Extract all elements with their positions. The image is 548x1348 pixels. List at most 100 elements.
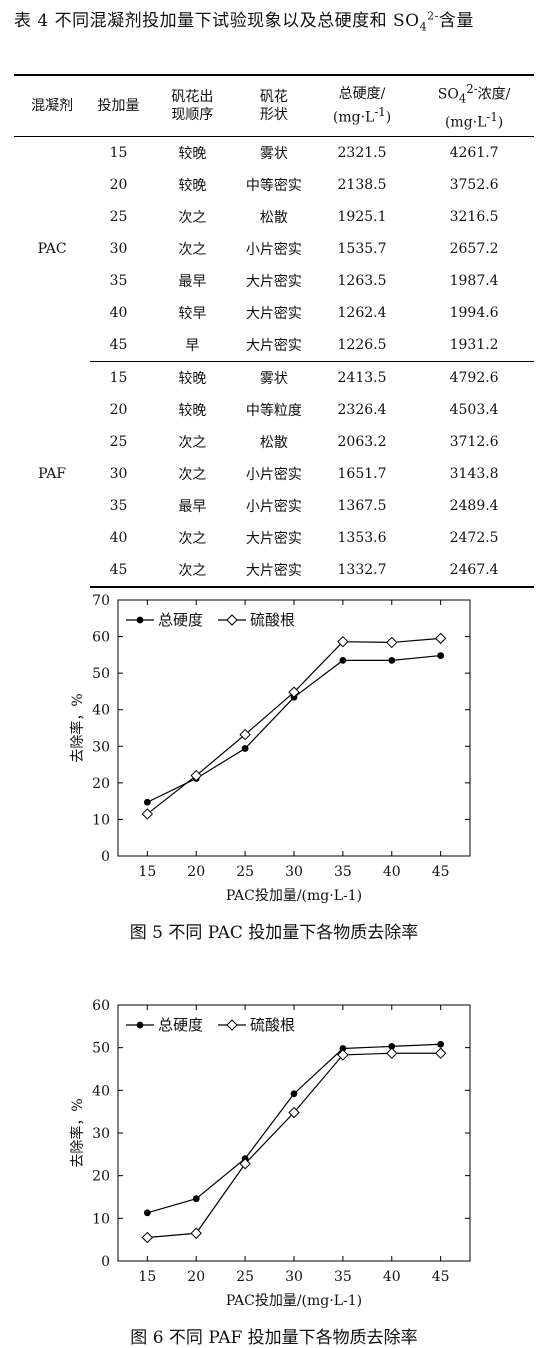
cell-dose: 15 [109, 370, 128, 386]
series-line-1 [147, 1052, 441, 1239]
cell-sulfate: 4503.4 [449, 402, 499, 418]
cell-dose: 40 [109, 530, 128, 546]
table-row: 45 次之 大片密实 1332.7 2467.4 [14, 554, 534, 588]
legend-marker-sulfate [226, 1019, 238, 1031]
figure-5-caption: 图 5 不同 PAC 投加量下各物质去除率 [129, 923, 419, 943]
x-tick-label: 45 [432, 864, 450, 880]
data-table: 混凝剂 投加量 矾花出 现顺序 矾花 形状 总硬度/(mg·L-1) SO42-浓度… [14, 74, 534, 588]
table-row: 30 次之 小片密实 1535.7 2657.2 [14, 233, 534, 265]
data-point-hardness [143, 1209, 151, 1217]
x-tick-label: 30 [285, 864, 303, 880]
cell-sulfate: 3143.8 [449, 466, 499, 482]
cell-dose: 20 [109, 177, 128, 193]
legend-label-hardness: 总硬度 [158, 1016, 203, 1034]
series-line-1 [146, 637, 441, 815]
y-tick-label: 50 [92, 1041, 110, 1057]
data-point-sulfate [434, 632, 447, 645]
x-tick-label: 30 [285, 1269, 303, 1285]
x-tick-label: 20 [187, 1269, 205, 1285]
cell-sulfate: 4261.7 [449, 145, 499, 161]
x-tick-label: 15 [138, 1269, 156, 1285]
cell-floc-order: 最早 [178, 499, 207, 515]
legend-marker-sulfate [226, 614, 238, 626]
data-point-sulfate [190, 1227, 202, 1239]
cell-floc-order: 早 [146, 329, 238, 362]
table-row: 25 次之 松散 2063.2 3712.6 [14, 426, 534, 458]
data-point-sulfate [239, 1158, 251, 1170]
data-point-hardness [388, 1042, 396, 1050]
y-axis-label: 去除率，% [69, 693, 86, 762]
table-header: 混凝剂 投加量 矾花出 现顺序 矾花 形状 总硬度/(mg·L-1) SO42-浓度… [14, 74, 534, 137]
table-row: PAC 15 较晚 雾状 2321.5 4261.7 [14, 137, 534, 257]
legend-marker-hardness [136, 616, 144, 624]
y-tick-label: 30 [92, 739, 110, 755]
cell-sulfate: 2489.4 [449, 498, 499, 514]
coagulant-cell: PAF [38, 466, 67, 483]
y-tick-label: 0 [101, 849, 110, 865]
cell-dose: 30 [109, 466, 128, 482]
cell-floc-shape: 大片密实 [237, 554, 310, 588]
cell-floc-shape: 雾状 [259, 371, 288, 387]
plot-frame [117, 1004, 471, 1262]
cell-dose: 35 [109, 273, 128, 289]
x-tick-label: 40 [383, 864, 401, 880]
figure-6-caption: 图 6 不同 PAF 投加量下各物质去除率 [130, 1328, 418, 1348]
plot-frame [117, 599, 471, 857]
cell-floc-shape: 大片密实 [245, 531, 302, 547]
cell-hardness: 1332.7 [309, 554, 415, 588]
pac-removal-chart: 0 10 20 30 40 50 60 70 15 20 25 30 35 40 45 PAC投加量/(mg·… [69, 593, 471, 904]
x-tick-label: 45 [432, 1269, 450, 1285]
table-body: PAC 15 较晚 雾状 2321.5 4261.7 20 较晚 中等密实 2138.5 3752.… [14, 137, 534, 588]
data-point-sulfate [239, 728, 251, 741]
cell-dose: 35 [109, 498, 128, 514]
data-point-hardness [143, 798, 151, 806]
cell-floc-shape: 松散 [259, 210, 288, 226]
y-tick-label: 0 [101, 1254, 110, 1270]
cell-floc-shape: 大片密实 [245, 306, 302, 322]
cell-sulfate: 1931.2 [414, 329, 534, 362]
cell-dose: 15 [109, 145, 128, 161]
cell-hardness: 1263.5 [337, 273, 387, 289]
data-point-hardness [192, 1195, 200, 1203]
header-dose: 投加量 [90, 74, 147, 137]
cell-hardness: 1925.1 [337, 209, 387, 225]
cell-hardness: 1262.4 [337, 305, 387, 321]
cell-dose: 20 [109, 402, 128, 418]
y-tick-label: 10 [92, 1211, 110, 1227]
cell-floc-order: 次之 [146, 554, 238, 588]
y-tick-label: 10 [92, 812, 110, 828]
cell-sulfate: 3216.5 [449, 209, 499, 225]
cell-floc-order: 较晚 [178, 178, 207, 194]
table-row: 35 最早 小片密实 1367.5 2489.4 [14, 490, 534, 522]
cell-dose: 40 [109, 305, 128, 321]
data-point-sulfate [386, 636, 398, 649]
table-row: 35 最早 大片密实 1263.5 1987.4 [14, 265, 534, 297]
cell-sulfate: 2657.2 [449, 241, 499, 257]
legend-label-sulfate: 硫酸根 [250, 611, 295, 629]
y-tick-label: 40 [92, 1083, 110, 1099]
table-row: PAF 15 较晚 雾状 2413.5 4792.6 [14, 362, 534, 482]
header-sulfate: SO42-浓度/(mg·L-1) [414, 74, 534, 137]
cell-floc-shape: 中等密实 [245, 178, 302, 194]
data-point-hardness [290, 1090, 298, 1098]
table-caption: 表 4 不同混凝剂投加量下试验现象以及总硬度和 SO42-含量 [14, 9, 474, 34]
header-coagulant: 混凝剂 [14, 74, 91, 137]
cell-floc-order: 次之 [178, 531, 207, 547]
x-tick-label: 20 [187, 864, 205, 880]
cell-hardness: 2063.2 [337, 434, 387, 450]
cell-floc-shape: 雾状 [259, 146, 288, 162]
header-floc-order: 矾花出 现顺序 [146, 74, 238, 137]
header-hardness: 总硬度/(mg·L-1) [309, 74, 415, 137]
cell-dose: 30 [109, 241, 128, 257]
y-tick-label: 20 [92, 776, 110, 792]
cell-floc-shape: 小片密实 [245, 499, 302, 515]
cell-hardness: 1226.5 [309, 329, 415, 362]
table-row: 20 较晚 中等密实 2138.5 3752.6 [14, 169, 534, 201]
x-tick-label: 15 [138, 864, 156, 880]
data-point-hardness [388, 656, 396, 664]
cell-floc-shape: 小片密实 [245, 242, 302, 258]
cell-hardness: 2321.5 [337, 145, 387, 161]
y-tick-label: 50 [92, 666, 110, 682]
cell-floc-order: 最早 [178, 274, 207, 290]
legend-label-hardness: 总硬度 [158, 611, 203, 629]
